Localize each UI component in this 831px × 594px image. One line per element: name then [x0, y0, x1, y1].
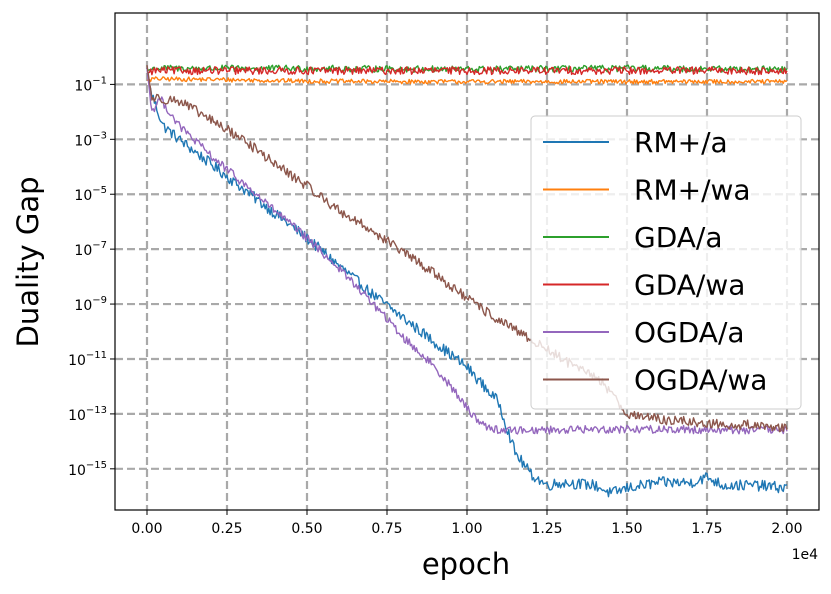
legend-entry: OGDA/a: [543, 316, 745, 349]
legend-label: GDA/wa: [634, 269, 745, 302]
x-tick-label: 0.50: [291, 521, 322, 537]
y-axis: 10−1 10−3 10−5 10−7 10−9 10−11 10−13 10−15: [68, 75, 115, 479]
y-tick-label-text: 10−3: [74, 130, 107, 149]
series-line-6: [146, 65, 788, 433]
y-tick-label: 10−7: [74, 240, 107, 259]
y-tick-label: 10−1: [74, 75, 107, 94]
legend-label: RM+/a: [634, 126, 728, 159]
legend-entry: GDA/wa: [543, 269, 745, 302]
legend-entry: RM+/a: [543, 126, 728, 159]
x-axis: 0.00 0.25 0.50 0.75 1.00 1.25 1.50 1.75 2.00: [131, 510, 803, 537]
x-tick-label: 0.25: [211, 521, 242, 537]
series-line-3: [146, 64, 788, 74]
series-layer: [146, 64, 788, 498]
series-line-5: [146, 67, 788, 435]
y-tick-label-text: 10−7: [74, 240, 107, 259]
y-tick-label: 10−9: [74, 295, 107, 314]
legend: RM+/a RM+/wa GDA/a GDA/wa OGDA/a OGDA/wa: [530, 115, 802, 410]
x-tick-label: 1.50: [611, 521, 642, 537]
y-tick-label: 10−3: [74, 130, 107, 149]
y-tick-label-text: 10−13: [68, 405, 107, 424]
legend-label: RM+/wa: [634, 174, 751, 207]
x-tick-label: 1.25: [531, 521, 562, 537]
series-line-4: [146, 66, 788, 76]
legend-label: OGDA/wa: [634, 364, 767, 397]
x-tick-label: 0.75: [371, 521, 402, 537]
x-axis-offset-label: 1e4: [792, 547, 819, 563]
y-tick-label: 10−13: [68, 405, 107, 424]
y-tick-label: 10−11: [68, 350, 107, 369]
legend-entry: GDA/a: [543, 221, 723, 254]
x-axis-title: epoch: [422, 547, 510, 581]
y-tick-label-text: 10−9: [74, 295, 107, 314]
y-tick-label-text: 10−1: [74, 75, 107, 94]
y-tick-label: 10−15: [68, 460, 107, 479]
y-tick-label-text: 10−15: [68, 460, 107, 479]
series-line-2: [146, 76, 788, 85]
y-tick-label: 10−5: [74, 185, 107, 204]
x-tick-label: 1.75: [691, 521, 722, 537]
y-axis-title: Duality Gap: [11, 177, 45, 348]
y-tick-label-text: 10−11: [68, 350, 107, 369]
legend-label: OGDA/a: [634, 316, 745, 349]
x-tick-label: 1.00: [451, 521, 482, 537]
x-tick-label: 0.00: [131, 521, 162, 537]
legend-label: GDA/a: [634, 221, 723, 254]
legend-entry: OGDA/wa: [543, 364, 767, 397]
y-tick-label-text: 10−5: [74, 185, 107, 204]
legend-entry: RM+/wa: [543, 174, 751, 207]
x-tick-label: 2.00: [771, 521, 802, 537]
